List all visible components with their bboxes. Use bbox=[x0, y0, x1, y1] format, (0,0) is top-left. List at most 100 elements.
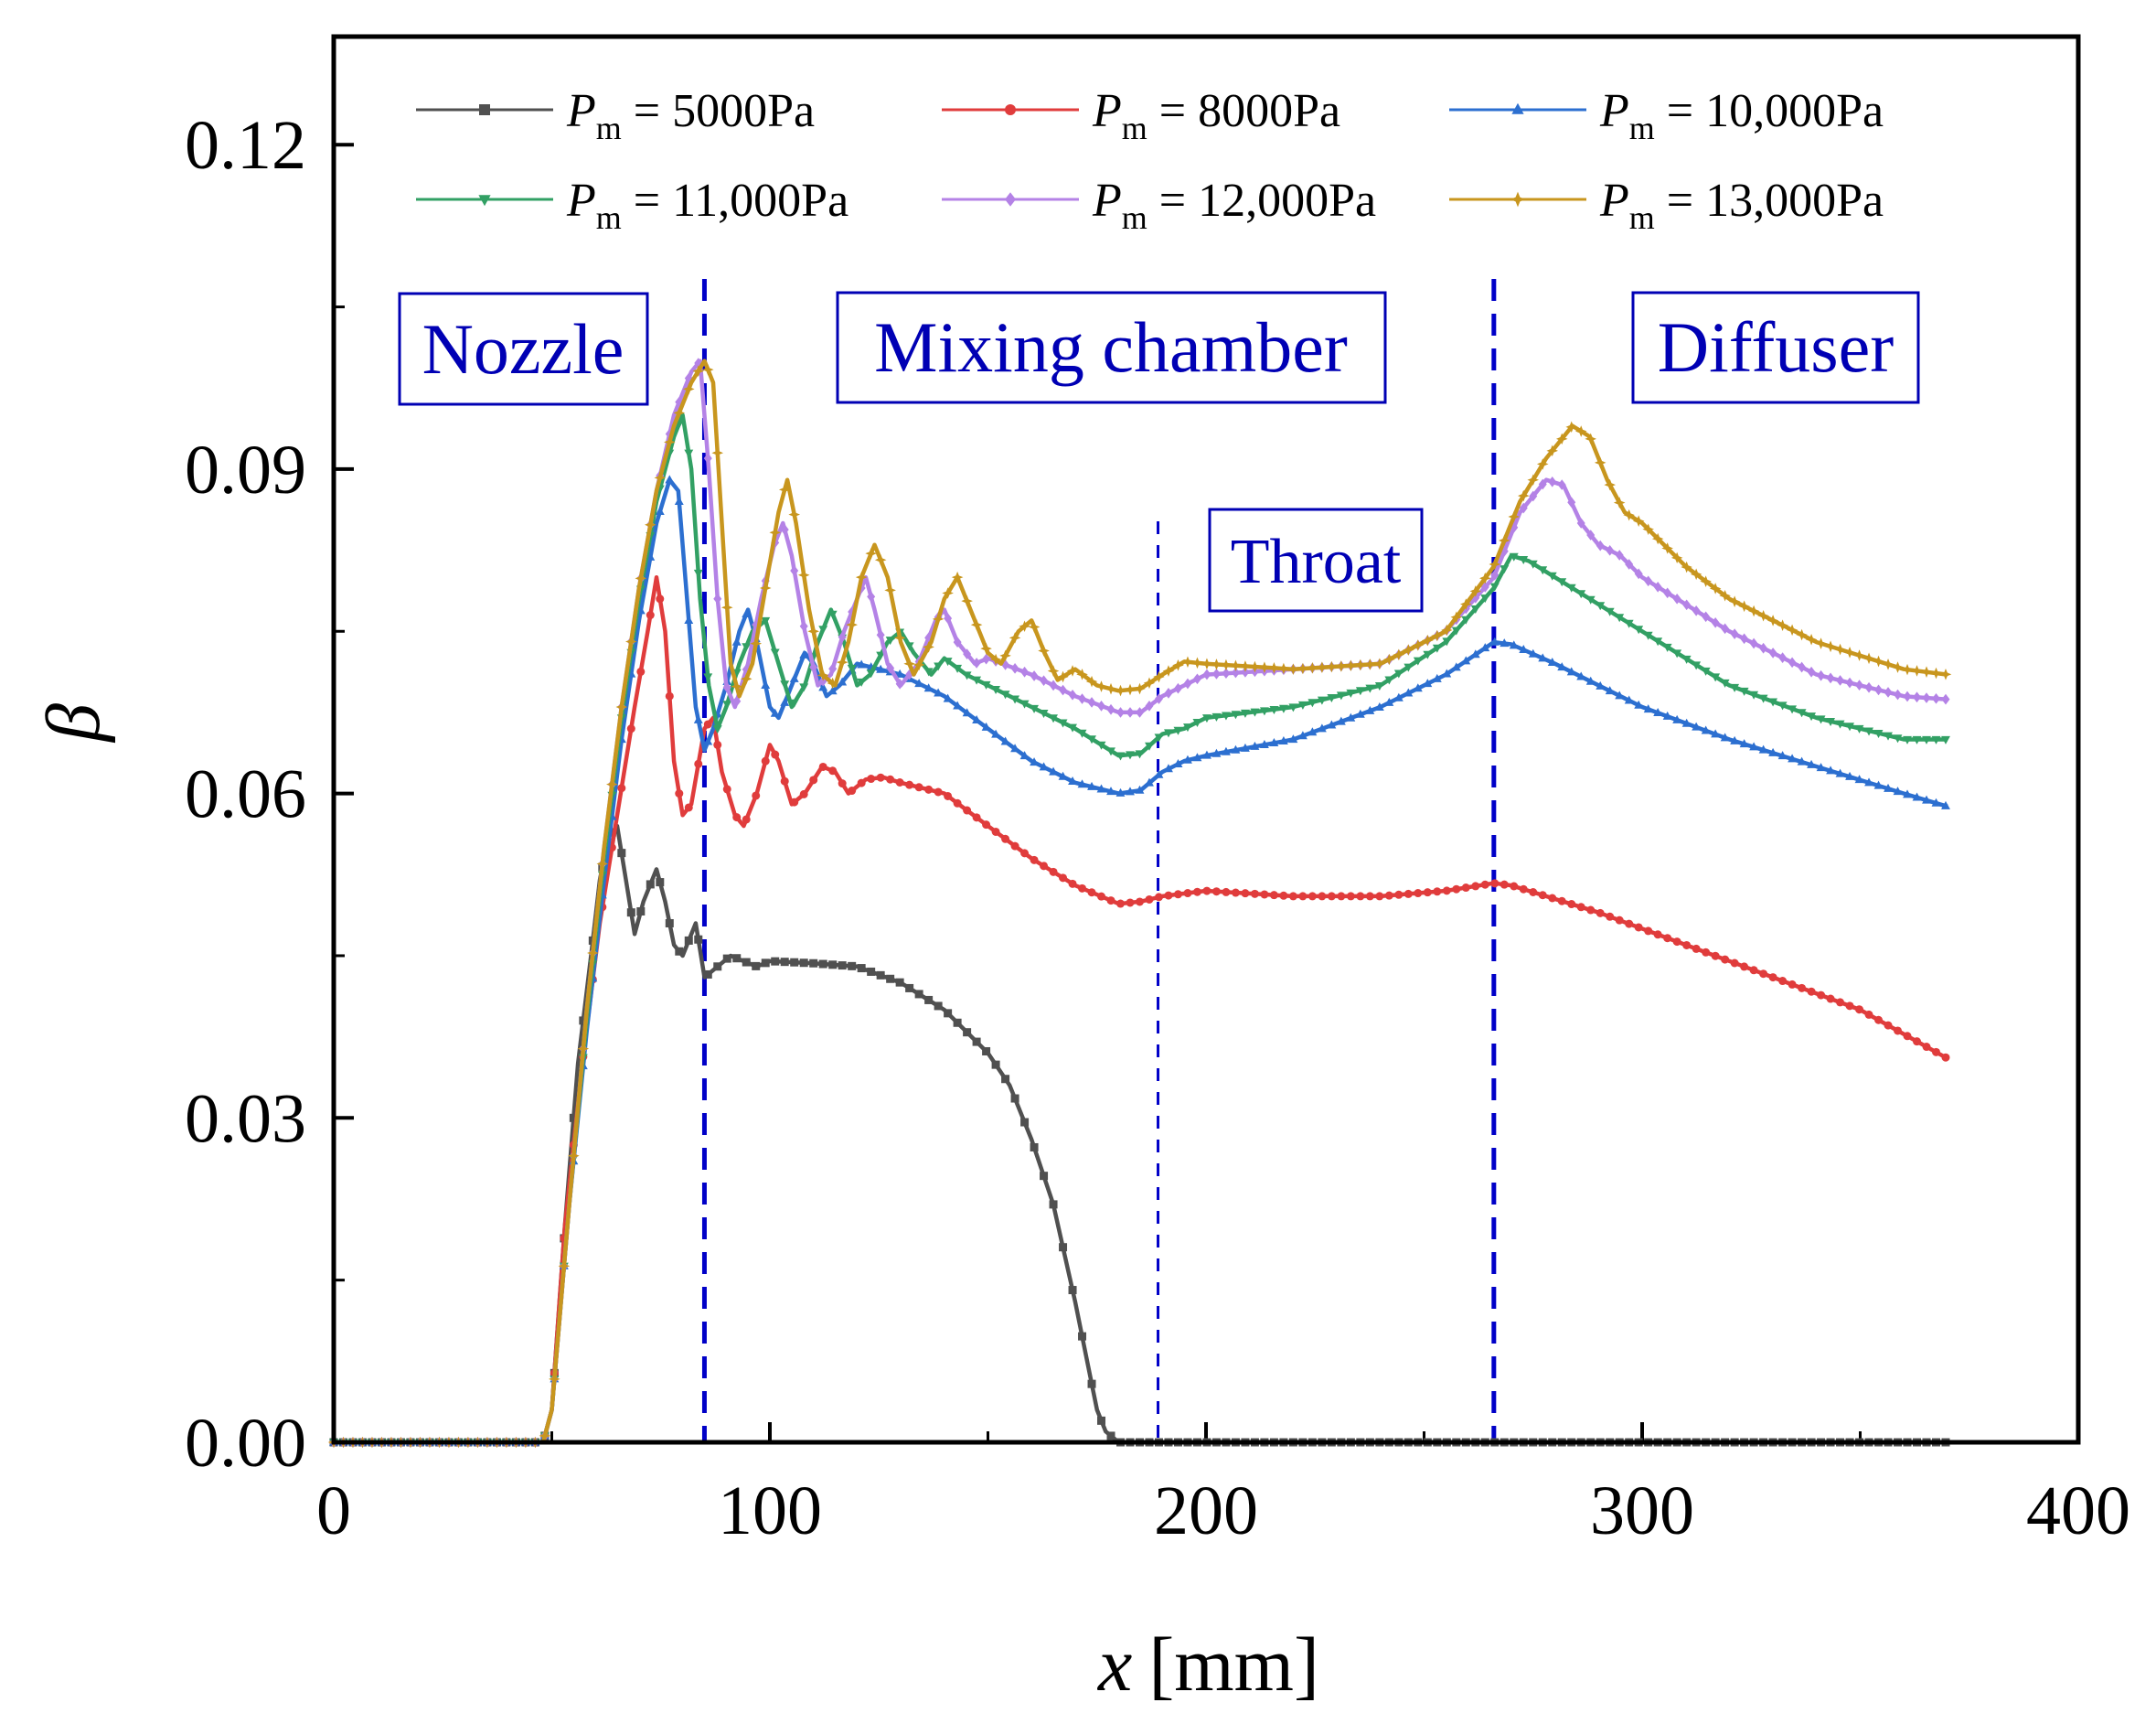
legend-label: Pm = 10,000Pa bbox=[1599, 85, 1884, 146]
data-point bbox=[1594, 456, 1606, 469]
data-point bbox=[1211, 887, 1221, 896]
data-point bbox=[636, 906, 646, 916]
legend-subscript: m bbox=[596, 199, 622, 236]
data-point bbox=[1211, 659, 1222, 670]
data-point bbox=[1740, 633, 1749, 645]
data-point bbox=[1259, 739, 1269, 748]
data-point bbox=[558, 1259, 571, 1272]
data-point bbox=[770, 648, 780, 658]
data-point bbox=[1911, 665, 1923, 677]
data-point bbox=[1143, 677, 1156, 690]
data-point bbox=[569, 1113, 578, 1122]
data-point bbox=[953, 701, 963, 710]
data-point bbox=[1077, 729, 1087, 738]
data-point bbox=[1672, 937, 1681, 947]
region-mixing-chamber-label: Mixing chamber bbox=[874, 307, 1348, 387]
data-point bbox=[1346, 712, 1356, 722]
data-point bbox=[1557, 662, 1567, 671]
data-point bbox=[1922, 692, 1931, 703]
data-point bbox=[1220, 659, 1233, 671]
data-point bbox=[665, 475, 675, 484]
data-point bbox=[1730, 958, 1739, 968]
data-point bbox=[656, 594, 665, 604]
data-point bbox=[713, 593, 722, 605]
data-point bbox=[1538, 891, 1547, 900]
data-point bbox=[1862, 652, 1875, 665]
data-point bbox=[1557, 578, 1567, 587]
data-point bbox=[1604, 478, 1617, 491]
legend-value: = 12,000Pa bbox=[1147, 175, 1376, 227]
data-point bbox=[1670, 551, 1683, 564]
data-point bbox=[1288, 734, 1298, 744]
data-point bbox=[1222, 668, 1231, 680]
data-point bbox=[1068, 723, 1077, 733]
data-point bbox=[1298, 892, 1307, 901]
data-point bbox=[1777, 701, 1788, 711]
data-point bbox=[1615, 550, 1624, 561]
data-point bbox=[684, 803, 693, 812]
data-point bbox=[1913, 1037, 1922, 1046]
data-point bbox=[1192, 718, 1202, 727]
data-point bbox=[846, 618, 858, 631]
data-point bbox=[596, 858, 609, 870]
data-point bbox=[665, 428, 674, 440]
data-point bbox=[827, 610, 838, 619]
data-point bbox=[1913, 691, 1922, 703]
data-point bbox=[1768, 698, 1778, 707]
data-point bbox=[1711, 616, 1720, 628]
data-point bbox=[778, 484, 791, 496]
data-point bbox=[1730, 683, 1740, 692]
data-point bbox=[1510, 521, 1519, 533]
data-point bbox=[953, 798, 962, 808]
data-point bbox=[732, 813, 742, 822]
data-point bbox=[1843, 647, 1856, 659]
data-point bbox=[1307, 892, 1317, 901]
data-point bbox=[1845, 1001, 1854, 1011]
data-point bbox=[1702, 948, 1711, 957]
data-point bbox=[761, 680, 771, 689]
data-point bbox=[1884, 1021, 1893, 1030]
data-point bbox=[1154, 769, 1164, 778]
data-point bbox=[1087, 735, 1096, 744]
y-tick-label: 0.03 bbox=[185, 1080, 306, 1157]
data-point bbox=[1893, 787, 1903, 796]
data-point bbox=[1739, 739, 1749, 748]
data-point bbox=[1154, 693, 1163, 704]
data-point bbox=[1307, 662, 1318, 674]
data-point bbox=[1585, 595, 1596, 605]
data-point bbox=[780, 697, 790, 706]
data-point bbox=[1030, 855, 1039, 864]
data-point bbox=[1040, 675, 1049, 687]
data-point bbox=[1028, 621, 1041, 633]
data-point bbox=[1903, 735, 1912, 744]
data-point bbox=[1221, 746, 1231, 755]
data-point bbox=[761, 756, 770, 766]
data-point bbox=[1653, 637, 1663, 647]
data-point bbox=[1393, 669, 1404, 679]
data-point bbox=[1164, 764, 1173, 773]
data-point bbox=[1920, 666, 1933, 679]
data-point bbox=[848, 961, 857, 970]
data-point bbox=[1586, 530, 1596, 541]
data-point bbox=[1020, 666, 1030, 678]
data-point bbox=[568, 1150, 580, 1162]
data-point bbox=[1173, 759, 1183, 768]
data-point bbox=[549, 1373, 560, 1386]
data-point bbox=[857, 964, 866, 973]
legend-entry: Pm = 13,000Pa bbox=[1449, 175, 1884, 236]
data-point bbox=[1231, 667, 1240, 679]
data-point bbox=[1135, 707, 1144, 718]
data-point bbox=[1154, 734, 1164, 743]
data-point bbox=[962, 708, 972, 717]
data-point bbox=[1241, 889, 1250, 898]
data-point bbox=[1115, 787, 1126, 797]
legend-entry: Pm = 12,000Pa bbox=[942, 175, 1376, 236]
data-point bbox=[1403, 644, 1414, 656]
data-point bbox=[684, 449, 694, 458]
data-point bbox=[752, 961, 761, 970]
data-point bbox=[1317, 696, 1327, 705]
data-point bbox=[1201, 658, 1213, 670]
data-point bbox=[1807, 712, 1817, 722]
data-point bbox=[684, 936, 693, 945]
data-point bbox=[1355, 709, 1365, 718]
